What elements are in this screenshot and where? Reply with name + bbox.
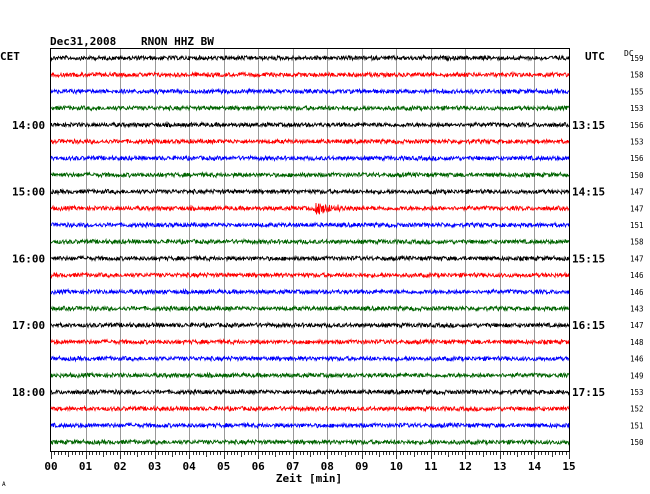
dc-offset-label: 155	[630, 87, 644, 96]
x-tick-label: 02	[113, 460, 126, 473]
x-tick-label: 05	[217, 460, 230, 473]
left-time-label: 15:00	[12, 186, 45, 199]
trace-line	[50, 202, 570, 215]
dc-offset-label: 147	[630, 188, 644, 197]
dc-offset-label: 152	[630, 405, 644, 414]
x-tick-label: 12	[459, 460, 472, 473]
seismic-traces	[50, 53, 570, 447]
x-axis: 00 01 02 03 04 05 06 07 08 09 10 11 12 13 14 15	[44, 451, 576, 473]
right-time-label: 14:15	[572, 186, 605, 199]
trace-line	[50, 104, 570, 113]
trace-line	[50, 271, 570, 280]
plot-frame	[50, 48, 570, 452]
x-tick-label: 04	[183, 460, 197, 473]
minute-gridlines	[86, 49, 535, 451]
dc-offset-label: 156	[630, 154, 644, 163]
dc-offset-label: 151	[630, 221, 644, 230]
dc-offset-label: 153	[630, 138, 644, 147]
x-tick-label: 09	[355, 460, 368, 473]
dc-offset-label: 147	[630, 321, 644, 330]
left-timezone-label: CET	[0, 50, 20, 63]
left-time-label: 16:00	[12, 252, 45, 265]
trace-line	[50, 371, 570, 380]
x-tick-label: 13	[493, 460, 506, 473]
date-label: Dec31,2008	[50, 35, 116, 48]
trace-line	[50, 137, 570, 146]
trace-line	[51, 171, 570, 179]
trace-line	[50, 338, 570, 346]
dc-offset-label: 153	[630, 104, 644, 113]
right-time-label: 16:15	[572, 319, 605, 332]
right-time-label: 15:15	[572, 252, 605, 265]
dc-offset-label: 146	[630, 355, 644, 364]
trace-line	[50, 421, 570, 430]
dc-offset-label: 156	[630, 121, 644, 130]
x-tick-label: 10	[390, 460, 403, 473]
trace-line	[50, 287, 570, 296]
dc-offset-label: 150	[630, 171, 644, 180]
right-time-label: 17:15	[572, 386, 605, 399]
dc-offset-header: DC	[624, 49, 634, 58]
trace-line	[50, 254, 570, 263]
trace-line	[50, 121, 570, 129]
trace-line	[50, 438, 570, 447]
dc-offset-label: 143	[630, 305, 644, 314]
dc-offset-label: 148	[630, 338, 644, 347]
dc-offset-label: 153	[630, 388, 644, 397]
x-tick-label: 07	[286, 460, 299, 473]
dc-offset-label: 151	[630, 421, 644, 430]
dc-offset-label: 149	[630, 371, 644, 380]
station-label: RNON HHZ BW	[141, 35, 214, 48]
dc-offset-label: 146	[630, 271, 644, 280]
trace-line	[50, 237, 570, 246]
trace-line	[50, 53, 570, 62]
trace-line	[50, 304, 569, 313]
left-time-labels: 14:00 15:00 16:00 17:00 18:00	[12, 119, 45, 399]
dc-offset-label: 147	[630, 254, 644, 263]
dc-offset-label: 147	[630, 204, 644, 213]
x-tick-label: 15	[562, 460, 575, 473]
left-time-label: 18:00	[12, 386, 45, 399]
dc-offset-label: 158	[630, 71, 644, 80]
x-tick-label: 08	[321, 460, 334, 473]
dc-offset-labels: 159 158 155 153 156 153 156 150 147 147 151 158 147 1…	[630, 54, 644, 447]
trace-line	[50, 154, 570, 163]
x-tick-label: 06	[252, 460, 266, 473]
trace-line	[50, 388, 570, 396]
trace-line	[50, 321, 570, 330]
trace-line	[50, 221, 570, 229]
x-tick-label: 14	[528, 460, 542, 473]
trace-line	[50, 188, 570, 196]
x-tick-label: 03	[148, 460, 161, 473]
trace-line	[50, 404, 570, 413]
dc-offset-label: 159	[630, 54, 644, 63]
trace-line	[50, 70, 570, 79]
dc-offset-label: 146	[630, 288, 644, 297]
corner-mark: A	[2, 481, 6, 488]
trace-line	[50, 354, 570, 363]
x-axis-title: Zeit [min]	[276, 472, 342, 485]
x-tick-label: 00	[44, 460, 57, 473]
right-time-labels: 13:15 14:15 15:15 16:15 17:15	[572, 119, 605, 399]
x-tick-label: 01	[79, 460, 93, 473]
left-time-label: 14:00	[12, 119, 45, 132]
trace-line	[50, 87, 570, 96]
dc-offset-label: 158	[630, 238, 644, 247]
left-time-label: 17:00	[12, 319, 45, 332]
right-time-label: 13:15	[572, 119, 605, 132]
right-timezone-label: UTC	[585, 50, 605, 63]
dc-offset-label: 150	[630, 438, 644, 447]
x-tick-label: 11	[424, 460, 438, 473]
